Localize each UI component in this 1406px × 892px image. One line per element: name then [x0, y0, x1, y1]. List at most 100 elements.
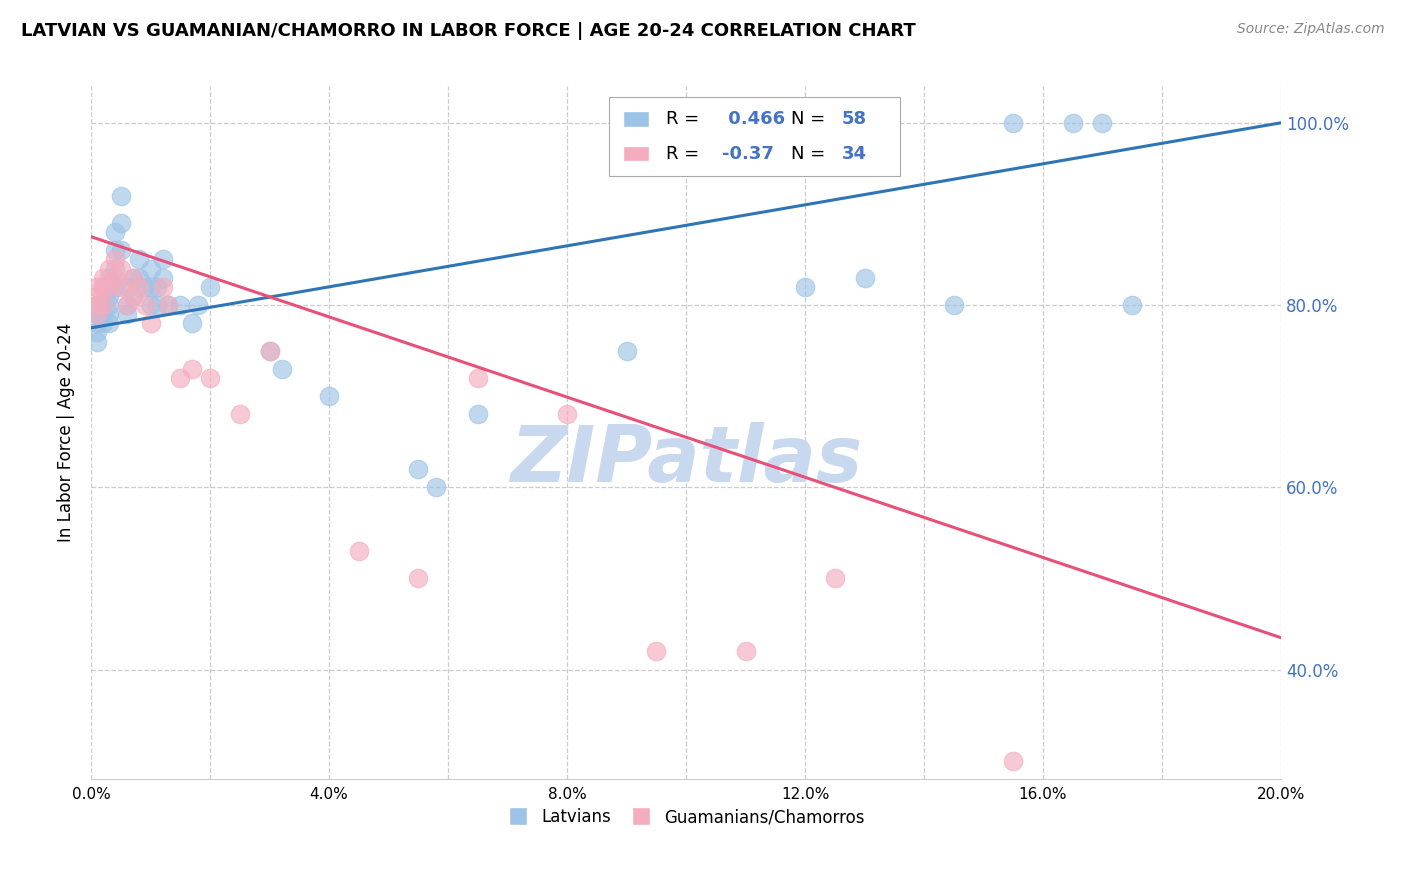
- Point: [152, 270, 174, 285]
- Point: [98, 316, 121, 330]
- Point: [98, 289, 121, 303]
- Text: R =: R =: [666, 145, 704, 162]
- Point: [110, 188, 132, 202]
- Point: [134, 298, 156, 312]
- Text: Source: ZipAtlas.com: Source: ZipAtlas.com: [1237, 22, 1385, 37]
- Point: [115, 298, 138, 312]
- Point: [734, 644, 756, 658]
- Point: [86, 298, 108, 312]
- Point: [115, 298, 138, 312]
- Point: [86, 298, 108, 312]
- Point: [1002, 116, 1025, 130]
- Point: [86, 307, 108, 321]
- Point: [98, 280, 121, 294]
- Point: [110, 261, 132, 276]
- Text: LATVIAN VS GUAMANIAN/CHAMORRO IN LABOR FORCE | AGE 20-24 CORRELATION CHART: LATVIAN VS GUAMANIAN/CHAMORRO IN LABOR F…: [21, 22, 915, 40]
- Point: [110, 216, 132, 230]
- Point: [86, 326, 108, 340]
- Point: [259, 343, 281, 358]
- Point: [104, 280, 127, 294]
- Point: [645, 644, 668, 658]
- Point: [408, 462, 430, 476]
- Point: [198, 280, 221, 294]
- Point: [259, 343, 281, 358]
- Point: [139, 316, 162, 330]
- Point: [555, 408, 578, 422]
- Point: [616, 343, 638, 358]
- Point: [675, 116, 697, 130]
- Text: R =: R =: [666, 110, 704, 128]
- Point: [104, 270, 127, 285]
- Point: [145, 280, 167, 294]
- Point: [121, 270, 143, 285]
- Point: [675, 116, 697, 130]
- Point: [91, 270, 114, 285]
- Point: [408, 571, 430, 585]
- Text: 34: 34: [842, 145, 868, 162]
- Text: 0.466: 0.466: [721, 110, 785, 128]
- Point: [86, 334, 108, 349]
- Point: [794, 280, 817, 294]
- Point: [152, 252, 174, 267]
- Point: [98, 261, 121, 276]
- Bar: [623, 146, 650, 161]
- Point: [1002, 754, 1025, 768]
- Text: N =: N =: [790, 110, 831, 128]
- Y-axis label: In Labor Force | Age 20-24: In Labor Force | Age 20-24: [58, 323, 75, 542]
- Point: [91, 280, 114, 294]
- Point: [425, 480, 447, 494]
- Point: [942, 298, 965, 312]
- Point: [152, 280, 174, 294]
- Point: [229, 408, 252, 422]
- Point: [270, 362, 292, 376]
- Text: 58: 58: [842, 110, 868, 128]
- Point: [121, 289, 143, 303]
- Point: [128, 270, 150, 285]
- Point: [467, 408, 489, 422]
- Point: [86, 280, 108, 294]
- Point: [91, 307, 114, 321]
- Text: -0.37: -0.37: [721, 145, 773, 162]
- Point: [347, 544, 370, 558]
- Point: [91, 298, 114, 312]
- Point: [98, 280, 121, 294]
- Text: N =: N =: [790, 145, 831, 162]
- Point: [115, 280, 138, 294]
- Point: [198, 371, 221, 385]
- Point: [115, 307, 138, 321]
- Point: [139, 298, 162, 312]
- Point: [181, 362, 204, 376]
- Point: [110, 244, 132, 258]
- Point: [139, 261, 162, 276]
- Point: [98, 270, 121, 285]
- Point: [128, 280, 150, 294]
- Point: [110, 280, 132, 294]
- Point: [1121, 298, 1143, 312]
- Point: [157, 298, 180, 312]
- Point: [104, 225, 127, 239]
- Point: [318, 389, 340, 403]
- Point: [853, 270, 876, 285]
- Text: ZIPatlas: ZIPatlas: [510, 422, 862, 499]
- Point: [121, 270, 143, 285]
- Point: [157, 298, 180, 312]
- Point: [98, 307, 121, 321]
- Point: [104, 261, 127, 276]
- Point: [139, 280, 162, 294]
- Point: [187, 298, 209, 312]
- Point: [467, 371, 489, 385]
- Point: [91, 316, 114, 330]
- Point: [134, 280, 156, 294]
- Point: [86, 307, 108, 321]
- Point: [86, 289, 108, 303]
- Point: [181, 316, 204, 330]
- Point: [91, 298, 114, 312]
- Point: [128, 252, 150, 267]
- Point: [98, 298, 121, 312]
- Point: [1062, 116, 1084, 130]
- Point: [86, 316, 108, 330]
- Point: [169, 371, 191, 385]
- Point: [104, 252, 127, 267]
- Legend: Latvians, Guamanians/Chamorros: Latvians, Guamanians/Chamorros: [501, 802, 872, 833]
- Point: [91, 280, 114, 294]
